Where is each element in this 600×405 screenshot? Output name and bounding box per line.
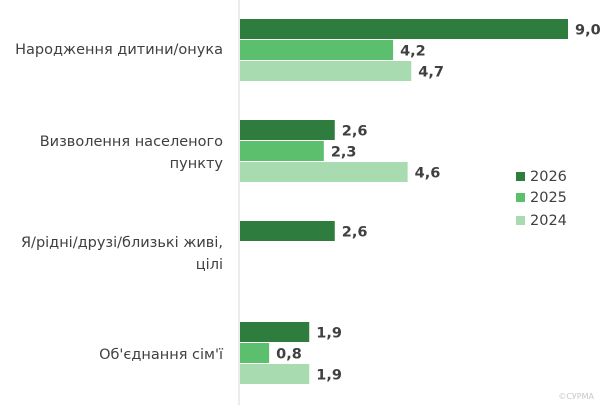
legend-swatch [516,193,525,202]
data-label: 1,9 [316,368,342,384]
data-label: 0,8 [276,347,302,363]
data-label: 2,3 [331,145,357,161]
legend-label: 2026 [530,169,567,185]
legend-swatch [516,216,525,225]
data-label: 1,9 [316,326,342,342]
bar-2025 [240,343,270,363]
bar-2026 [240,322,310,342]
category-label: Я/рідні/друзі/близькі живі, цілі [21,235,223,273]
bar-2025 [240,141,324,161]
category-label: Об'єднання сім'ї [99,347,224,363]
data-label: 4,2 [400,44,426,60]
legend-swatch [516,172,525,181]
bar-2024 [240,364,310,384]
legend-label: 2024 [530,213,567,229]
bar-2025 [240,40,394,60]
bar-2026 [240,19,568,39]
bar-2026 [240,221,335,241]
category-label: Народження дитини/онука [15,42,223,58]
legend-label: 2025 [530,190,567,206]
data-label: 4,6 [415,166,441,182]
data-label: 2,6 [342,225,368,241]
watermark: ©СУРМА [558,392,594,401]
bar-2024 [240,162,408,182]
data-label: 2,6 [342,124,368,140]
data-label: 4,7 [418,65,444,81]
bar-2026 [240,120,335,140]
data-label: 9,0 [575,23,600,39]
bar-2024 [240,61,412,81]
category-label: Визволення населеного пункту [40,134,224,172]
